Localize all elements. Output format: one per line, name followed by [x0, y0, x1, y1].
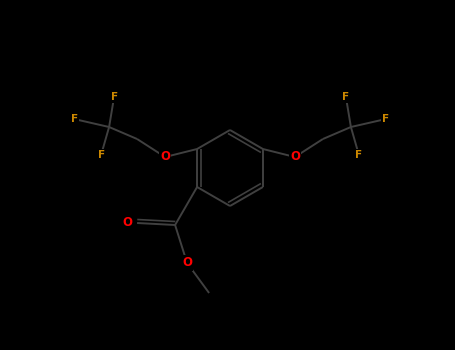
Text: F: F — [71, 114, 78, 124]
Text: O: O — [122, 217, 132, 230]
Text: O: O — [290, 150, 300, 163]
Text: F: F — [355, 150, 363, 160]
Text: F: F — [342, 92, 349, 102]
Text: F: F — [382, 114, 389, 124]
Text: O: O — [182, 257, 192, 270]
Text: O: O — [160, 150, 170, 163]
Text: F: F — [111, 92, 118, 102]
Text: F: F — [97, 150, 105, 160]
